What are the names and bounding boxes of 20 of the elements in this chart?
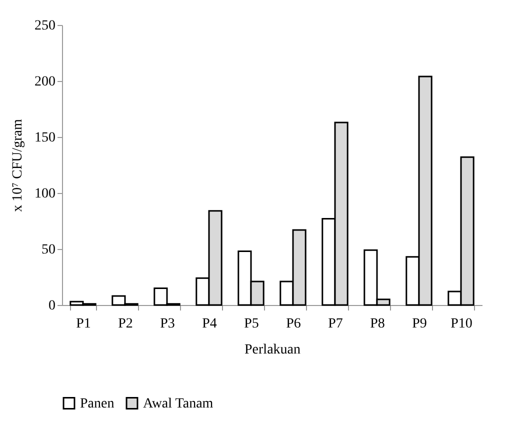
y-axis-title: x 10⁷ CFU/gram xyxy=(10,119,26,212)
x-axis-title: Perlakuan xyxy=(244,342,300,358)
y-tick-label: 50 xyxy=(42,242,56,258)
y-tick-label: 150 xyxy=(34,130,56,146)
y-tick-label: 250 xyxy=(34,18,56,34)
x-tick-label: P8 xyxy=(370,316,385,332)
legend-label: Awal Tanam xyxy=(143,396,214,412)
x-tick-label: P7 xyxy=(328,316,343,332)
legend-label: Panen xyxy=(80,396,114,412)
x-tick-label: P1 xyxy=(76,316,91,332)
x-tick-label: P3 xyxy=(160,316,175,332)
x-tick-label: P5 xyxy=(244,316,259,332)
x-tick-label: P2 xyxy=(118,316,133,332)
y-tick-label: 0 xyxy=(48,298,56,314)
y-tick-label: 100 xyxy=(34,186,56,202)
x-tick-label: P6 xyxy=(286,316,301,332)
y-tick-label: 200 xyxy=(34,74,56,90)
x-tick-label: P9 xyxy=(412,316,427,332)
x-tick-label: P10 xyxy=(450,316,472,332)
x-tick-label: P4 xyxy=(202,316,217,332)
